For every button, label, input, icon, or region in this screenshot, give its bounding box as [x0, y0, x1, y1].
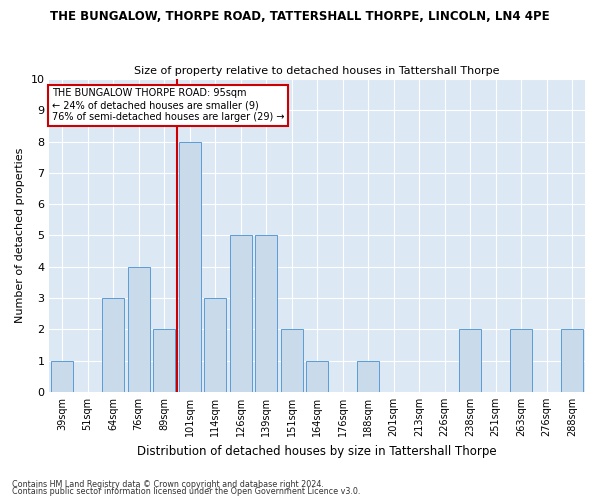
Text: THE BUNGALOW THORPE ROAD: 95sqm
← 24% of detached houses are smaller (9)
76% of : THE BUNGALOW THORPE ROAD: 95sqm ← 24% of…	[52, 88, 284, 122]
Text: THE BUNGALOW, THORPE ROAD, TATTERSHALL THORPE, LINCOLN, LN4 4PE: THE BUNGALOW, THORPE ROAD, TATTERSHALL T…	[50, 10, 550, 23]
Bar	[256, 236, 277, 392]
Bar	[358, 360, 379, 392]
X-axis label: Distribution of detached houses by size in Tattershall Thorpe: Distribution of detached houses by size …	[137, 444, 497, 458]
Bar	[179, 142, 200, 392]
Text: Contains public sector information licensed under the Open Government Licence v3: Contains public sector information licen…	[12, 487, 361, 496]
Text: Contains HM Land Registry data © Crown copyright and database right 2024.: Contains HM Land Registry data © Crown c…	[12, 480, 324, 489]
Y-axis label: Number of detached properties: Number of detached properties	[15, 148, 25, 323]
Bar	[103, 298, 124, 392]
Bar	[52, 360, 73, 392]
Bar	[562, 330, 583, 392]
Bar	[128, 267, 149, 392]
Title: Size of property relative to detached houses in Tattershall Thorpe: Size of property relative to detached ho…	[134, 66, 500, 76]
Bar	[307, 360, 328, 392]
Bar	[154, 330, 175, 392]
Bar	[205, 298, 226, 392]
Bar	[230, 236, 251, 392]
Bar	[460, 330, 481, 392]
Bar	[281, 330, 302, 392]
Bar	[511, 330, 532, 392]
